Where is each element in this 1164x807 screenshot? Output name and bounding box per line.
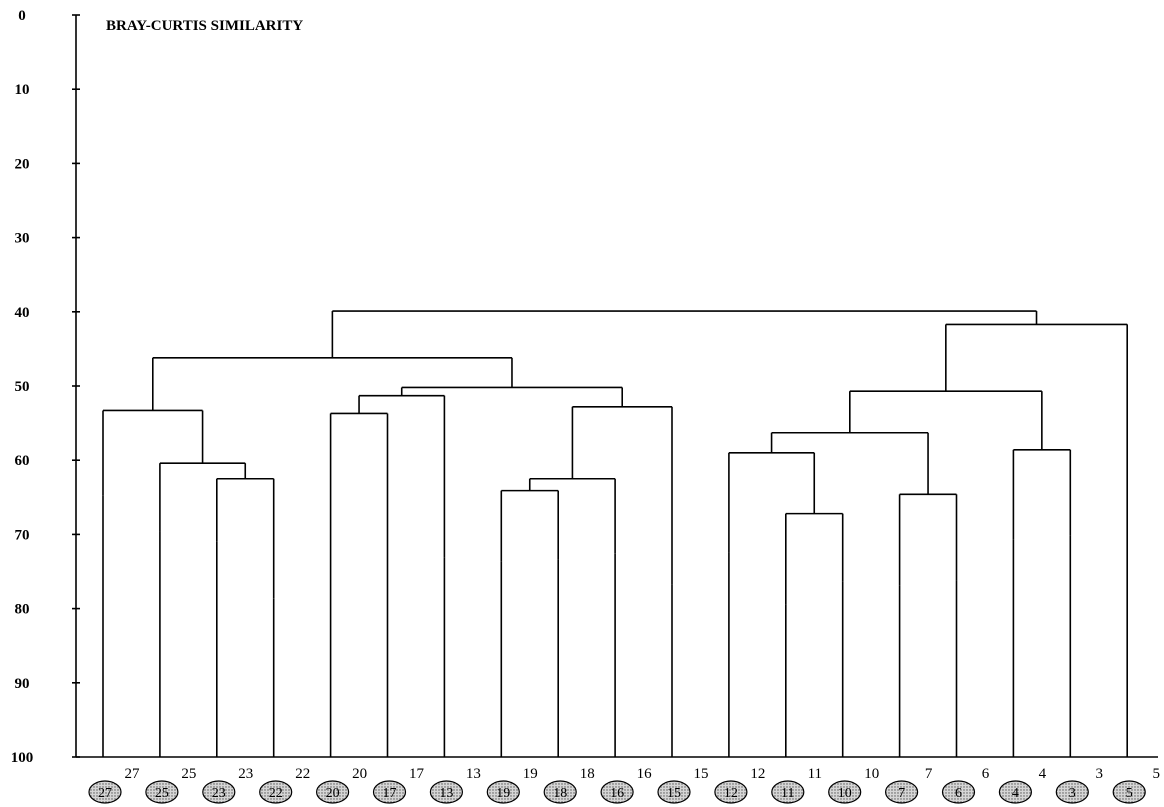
y-tick-label: 30 <box>15 231 30 247</box>
leaf-label: 4 <box>1039 766 1047 782</box>
leaf-badge: 16 <box>600 780 634 804</box>
y-tick-label: 40 <box>15 305 30 321</box>
leaf-label: 5 <box>1152 766 1160 782</box>
leaf-label: 23 <box>238 766 253 782</box>
leaf-badge-label: 10 <box>838 786 852 801</box>
merge-link <box>571 405 673 585</box>
merge-link <box>849 390 1043 450</box>
y-tick-label: 10 <box>15 82 30 98</box>
y-tick-label: 100 <box>11 750 34 766</box>
merge-link <box>358 394 446 558</box>
leaf-badge: 18 <box>543 780 577 804</box>
leaf-badge-label: 16 <box>610 786 624 801</box>
leaf-badge-label: 25 <box>155 786 169 801</box>
merge-link <box>151 357 513 411</box>
merge-link <box>728 451 816 553</box>
leaf-badge-label: 20 <box>326 786 340 801</box>
leaf-label: 20 <box>352 766 367 782</box>
leaf-label: 10 <box>864 766 879 782</box>
merge-link <box>500 489 560 562</box>
leaf-label: 11 <box>808 766 822 782</box>
dendrogram-tree <box>76 310 1158 758</box>
leaf-badge-label: 18 <box>553 786 567 801</box>
y-tick-label: 90 <box>15 676 30 692</box>
y-tick-label: 70 <box>15 527 30 543</box>
merge-link <box>329 412 389 552</box>
leaf-badge: 11 <box>771 780 805 804</box>
leaf-badge-label: 4 <box>1012 786 1019 801</box>
leaf-badge: 17 <box>372 780 407 804</box>
leaf-badge-label: 15 <box>667 786 681 801</box>
merge-link <box>898 493 958 586</box>
leaf-badge-label: 13 <box>439 786 453 801</box>
leaf-label: 27 <box>125 766 141 782</box>
leaf-badge: 3 <box>1055 780 1089 804</box>
leaf-badge-label: 3 <box>1069 786 1076 801</box>
leaf-badge: 4 <box>998 780 1033 804</box>
merge-link <box>784 512 844 605</box>
leaf-badge-label: 27 <box>98 786 112 801</box>
leaf-label: 15 <box>694 766 709 782</box>
leaf-label: 6 <box>982 766 990 782</box>
leaf-badge-label: 7 <box>898 786 905 801</box>
leaf-badge: 22 <box>259 780 293 804</box>
leaf-label: 16 <box>637 766 653 782</box>
merge-link <box>331 310 1038 358</box>
y-tick-label: 80 <box>15 602 30 618</box>
merge-link <box>945 323 1128 522</box>
leaf-badge: 6 <box>941 780 976 804</box>
merge-link <box>216 477 275 599</box>
leaf-label: 22 <box>295 766 310 782</box>
leaf-label: 18 <box>580 766 595 782</box>
merge-link <box>159 462 247 532</box>
leaf-label: 7 <box>925 766 933 782</box>
merge-link <box>400 386 624 407</box>
y-tick-label: 20 <box>15 156 30 172</box>
leaf-label: 19 <box>523 766 538 782</box>
leaf-badge: 7 <box>884 780 919 804</box>
leaf-badges: 27 25 23 22 20 17 13 19 18 16 15 12 11 10 7 6 4 3 5 <box>88 780 1146 804</box>
leaf-badge: 5 <box>1112 780 1146 804</box>
leaf-label: 17 <box>409 766 425 782</box>
leaf-badge: 19 <box>486 780 520 804</box>
merge-link <box>102 409 204 496</box>
leaf-badge: 13 <box>429 780 463 804</box>
y-tick-label: 50 <box>15 379 30 395</box>
leaf-badge: 20 <box>316 780 350 804</box>
merge-link <box>1012 449 1072 540</box>
leaf-badge: 27 <box>88 780 122 804</box>
y-tick-label: 0 <box>18 8 26 24</box>
leaf-badge-label: 6 <box>955 786 962 801</box>
leaf-label: 25 <box>181 766 196 782</box>
leaf-label: 13 <box>466 766 481 782</box>
leaf-badge-label: 22 <box>269 786 283 801</box>
leaf-label: 12 <box>750 766 765 782</box>
y-axis: 0 10 20 30 40 50 60 70 80 90 100 <box>11 8 80 766</box>
leaf-badge-label: 11 <box>781 786 794 801</box>
leaf-badge-label: 19 <box>496 786 510 801</box>
leaf-badge-label: 23 <box>212 786 226 801</box>
leaf-badge: 12 <box>714 780 748 804</box>
leaf-badge: 10 <box>828 780 862 804</box>
leaf-badge-label: 17 <box>383 786 397 801</box>
leaf-badge-label: 12 <box>724 786 738 801</box>
chart-title: BRAY-CURTIS SIMILARITY <box>106 18 303 34</box>
leaf-label: 3 <box>1096 766 1104 782</box>
leaf-badge-label: 5 <box>1126 786 1133 801</box>
leaf-badge: 25 <box>145 780 179 804</box>
merge-link <box>770 431 929 495</box>
leaf-badge: 23 <box>202 780 236 804</box>
leaf-badge: 15 <box>657 780 691 804</box>
y-tick-label: 60 <box>15 453 30 469</box>
leaf-labels: 27 25 23 22 20 17 13 19 18 16 15 12 11 10 7 6 4 3 5 <box>125 766 1160 782</box>
